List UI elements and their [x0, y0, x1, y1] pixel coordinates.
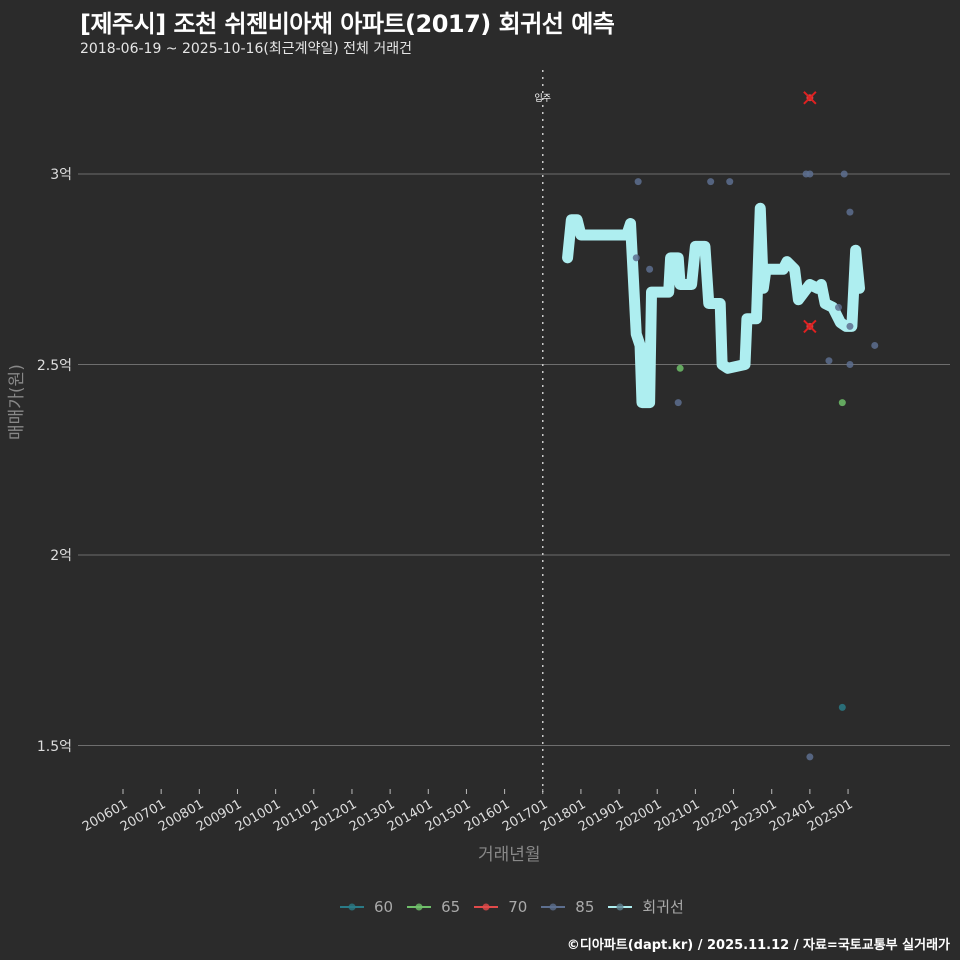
legend-key-icon [340, 903, 364, 910]
legend-item: 65 [407, 898, 460, 916]
legend-item: 85 [541, 898, 594, 916]
data-point-85 [840, 170, 848, 178]
legend-key-icon [474, 903, 499, 910]
move-in-label: 입주 [534, 92, 551, 104]
data-point-85 [846, 322, 854, 330]
data-point-85 [846, 208, 854, 216]
cancelled-mark-icon [803, 319, 817, 334]
legend-label: 85 [575, 897, 595, 916]
legend: 60 65 70 85 회귀선 [340, 896, 684, 917]
legend-item: 70 [474, 898, 527, 916]
data-point-85 [825, 357, 833, 365]
data-point-85 [632, 254, 640, 262]
y-tick-label: 1.5억 [36, 738, 72, 755]
legend-label: 65 [441, 897, 461, 916]
chart-title: [제주시] 조천 쉬젠비아채 아파트(2017) 회귀선 예측 [80, 10, 615, 38]
footer-credit: ©디아파트(dapt.kr) / 2025.11.12 / 자료=국토교통부 실… [566, 938, 950, 953]
cancelled-mark-icon [803, 91, 817, 105]
data-point-65 [838, 399, 846, 407]
y-tick-label: 2억 [50, 548, 72, 564]
data-point-85 [835, 303, 842, 311]
data-point-65 [676, 364, 684, 372]
data-point-85 [806, 753, 814, 761]
data-point-85 [806, 170, 814, 178]
data-point-85 [871, 341, 879, 349]
data-point-85 [634, 178, 642, 186]
legend-label: 70 [508, 897, 528, 916]
legend-label: 회귀선 [642, 898, 684, 916]
legend-item: 60 [340, 898, 393, 916]
legend-key-icon [608, 903, 633, 910]
legend-item: 회귀선 [608, 896, 684, 917]
legend-label: 60 [374, 897, 394, 916]
data-point-85 [674, 399, 682, 407]
data-point-85 [707, 178, 715, 186]
data-point-85 [726, 178, 734, 186]
data-point-60 [838, 703, 846, 711]
y-axis-label: 매매가(원) [7, 364, 27, 440]
legend-key-icon [407, 903, 432, 910]
y-tick-label: 2.5억 [36, 357, 72, 374]
data-point-85 [646, 265, 654, 273]
y-tick-label: 3억 [50, 167, 72, 183]
legend-key-icon [541, 903, 566, 910]
chart-subtitle: 2018-06-19 ~ 2025-10-16(최근계약일) 전체 거래건 [80, 41, 412, 57]
regression-line [562, 202, 865, 409]
x-axis-label: 거래년월 [478, 845, 541, 865]
data-point-85 [846, 361, 854, 368]
